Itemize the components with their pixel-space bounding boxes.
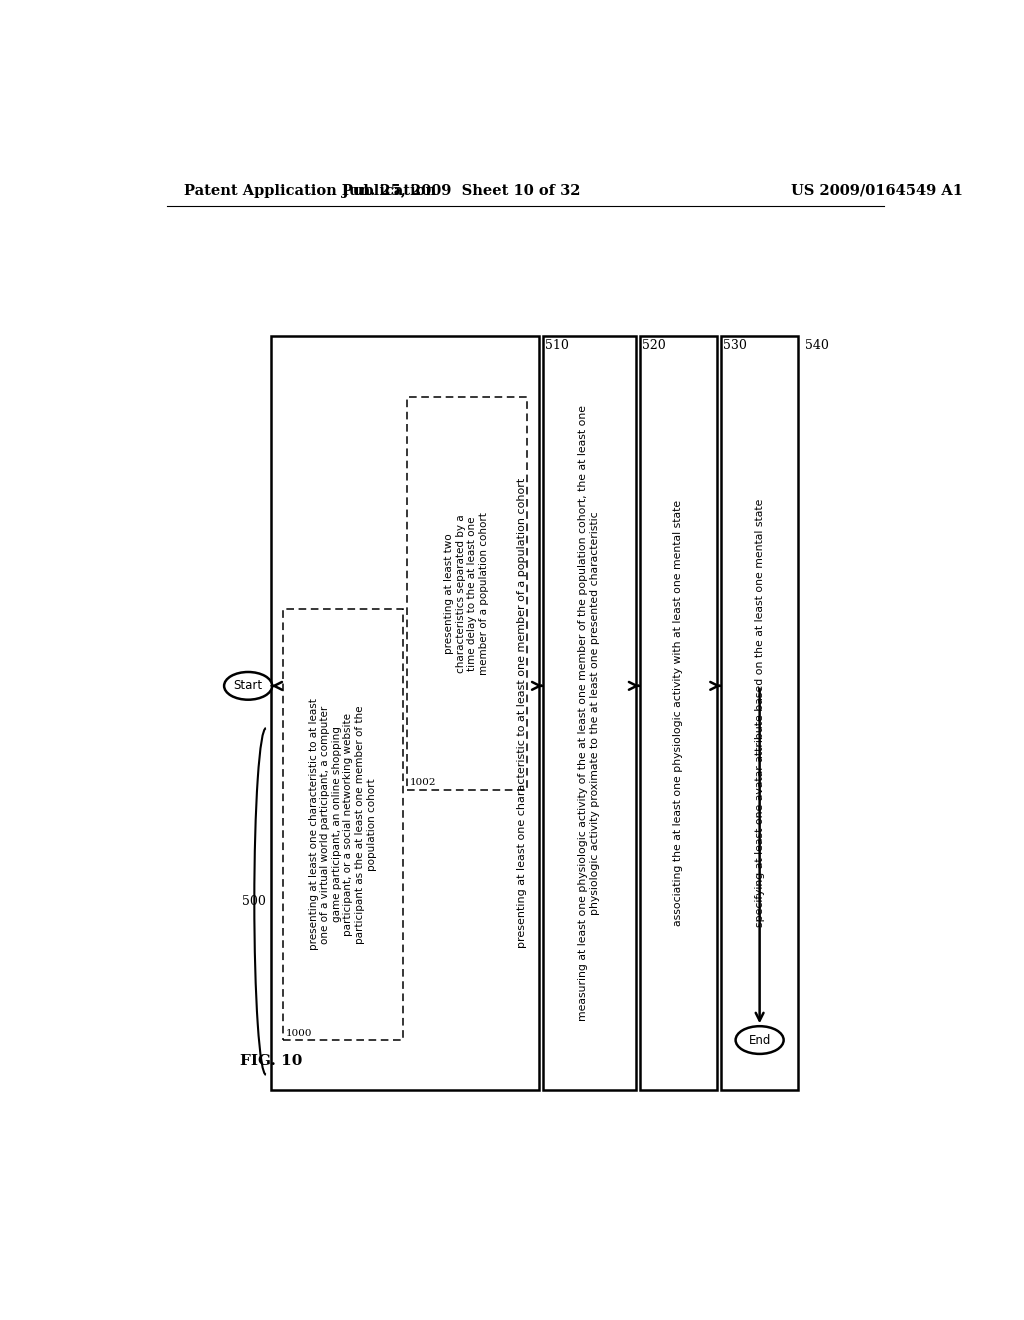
Text: 1002: 1002 xyxy=(410,779,436,788)
Text: Patent Application Publication: Patent Application Publication xyxy=(183,183,436,198)
Text: FIG. 10: FIG. 10 xyxy=(241,1053,303,1068)
Text: End: End xyxy=(749,1034,771,1047)
Text: 530: 530 xyxy=(723,339,748,352)
Text: US 2009/0164549 A1: US 2009/0164549 A1 xyxy=(791,183,963,198)
Text: specifying at least one avatar attribute based on the at least one mental state: specifying at least one avatar attribute… xyxy=(755,499,765,927)
Text: 520: 520 xyxy=(642,339,666,352)
Text: Jun. 25, 2009  Sheet 10 of 32: Jun. 25, 2009 Sheet 10 of 32 xyxy=(342,183,581,198)
Text: Start: Start xyxy=(233,680,263,693)
Text: 540: 540 xyxy=(805,339,828,352)
Bar xyxy=(721,335,799,1090)
Text: presenting at least two
characteristics separated by a
time delay to the at leas: presenting at least two characteristics … xyxy=(444,512,489,675)
Bar xyxy=(283,609,403,1040)
Ellipse shape xyxy=(735,1026,783,1053)
Text: 500: 500 xyxy=(243,895,266,908)
Text: measuring at least one physiologic activity of the at least one member of the po: measuring at least one physiologic activ… xyxy=(579,405,600,1020)
Bar xyxy=(543,335,636,1090)
Bar xyxy=(407,397,527,789)
Bar xyxy=(271,335,539,1090)
Text: presenting at least one characteristic to at least
one of a virtual world partic: presenting at least one characteristic t… xyxy=(308,698,377,950)
Bar xyxy=(640,335,717,1090)
Text: associating the at least one physiologic activity with at least one mental state: associating the at least one physiologic… xyxy=(673,500,683,925)
Text: presenting at least one characteristic to at least one member of a population co: presenting at least one characteristic t… xyxy=(517,478,526,948)
Text: 1000: 1000 xyxy=(286,1028,312,1038)
Text: 510: 510 xyxy=(545,339,568,352)
Ellipse shape xyxy=(224,672,272,700)
